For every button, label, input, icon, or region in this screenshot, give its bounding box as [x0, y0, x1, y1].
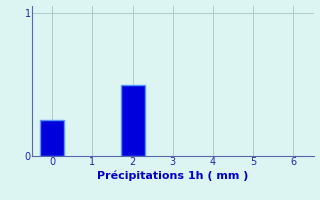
X-axis label: Précipitations 1h ( mm ): Précipitations 1h ( mm ) [97, 170, 249, 181]
Bar [40, 120, 64, 156]
Bar [121, 85, 145, 156]
